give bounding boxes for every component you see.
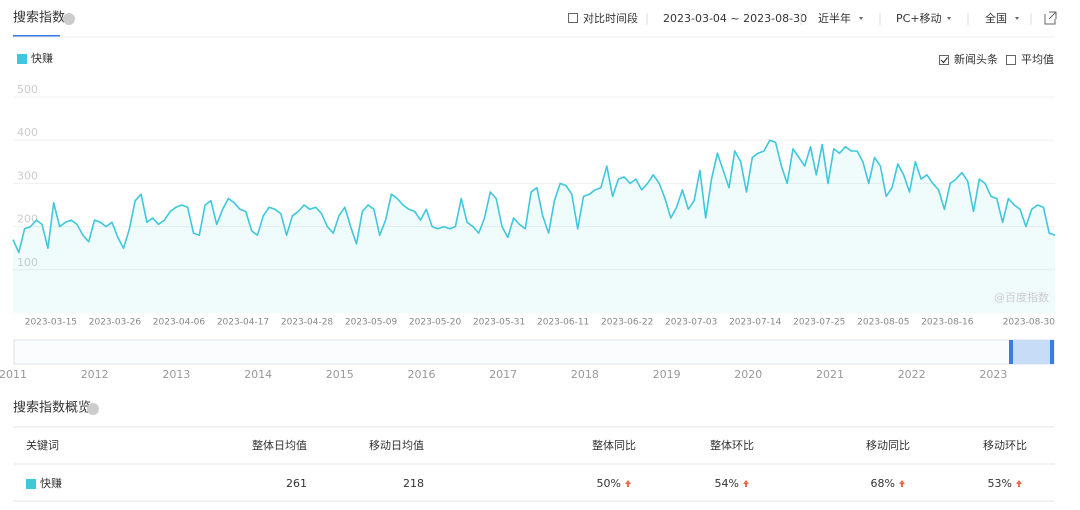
navigator-year: 2012 [81, 368, 109, 381]
x-tick-label: 2023-03-26 [89, 318, 142, 328]
y-tick-label: 500 [17, 83, 38, 96]
navigator-selection[interactable] [1011, 340, 1052, 364]
x-tick-label: 2023-08-30 [1003, 318, 1056, 328]
navigator-year: 2022 [898, 368, 926, 381]
column-header: 关键词 [26, 438, 59, 452]
x-tick-label: 2023-05-20 [409, 318, 462, 328]
up-arrow [899, 480, 905, 487]
help-icon[interactable] [87, 403, 99, 415]
x-tick-label: 2023-08-16 [921, 318, 974, 328]
x-tick-label: 2023-04-17 [217, 318, 269, 328]
column-header: 移动同比 [866, 439, 910, 452]
up-arrow [743, 480, 749, 487]
table-cell: 快赚 [40, 476, 62, 490]
column-header: 整体日均值 [252, 438, 307, 452]
navigator-year: 2013 [162, 368, 190, 381]
navigator-year: 2014 [244, 368, 272, 381]
legend-swatch [17, 54, 27, 64]
column-header: 整体环比 [710, 438, 754, 452]
area [13, 140, 1055, 313]
tab-underline [13, 35, 60, 37]
navigator-year: 2018 [571, 368, 599, 381]
column-header: 整体同比 [592, 438, 636, 452]
compare-toggle[interactable]: 对比时间段 [583, 11, 638, 25]
navigator[interactable] [13, 339, 1055, 365]
caret [947, 17, 951, 20]
x-tick-label: 2023-04-06 [153, 318, 206, 328]
check-mark [940, 57, 948, 64]
period-select[interactable]: 近半年 [818, 11, 851, 25]
caret [859, 17, 863, 20]
caret [1015, 17, 1019, 20]
checkbox[interactable] [1006, 55, 1016, 65]
navigator-year: 2020 [734, 368, 762, 381]
x-tick-label: 2023-06-11 [537, 318, 589, 328]
column-header: 移动环比 [983, 439, 1027, 452]
legend-swatch [26, 479, 36, 489]
y-tick-label: 100 [17, 256, 38, 269]
navigator-year: 2016 [408, 368, 436, 381]
checkbox[interactable] [939, 55, 949, 65]
section-title: 搜索指数概览 [13, 400, 91, 416]
x-tick-label: 2023-08-05 [857, 318, 909, 328]
x-tick-label: 2023-03-15 [25, 318, 77, 328]
table-cell: 54% [715, 477, 739, 490]
page-title: 搜索指数 [13, 11, 65, 26]
column-header: 移动日均值 [369, 439, 424, 452]
up-arrow [625, 480, 631, 487]
date-range[interactable]: 2023-03-04 ~ 2023-08-30 [663, 12, 807, 25]
x-tick-label: 2023-05-31 [473, 318, 525, 328]
x-tick-label: 2023-05-09 [345, 318, 398, 328]
navigator-year: 2015 [326, 368, 354, 381]
x-tick-label: 2023-07-03 [665, 318, 717, 328]
y-tick-label: 300 [17, 169, 38, 182]
option-label[interactable]: 平均值 [1021, 53, 1054, 66]
navigator-year: 2019 [653, 368, 681, 381]
navigator-year: 2017 [489, 368, 517, 381]
handle[interactable] [1050, 340, 1054, 364]
checkbox[interactable] [568, 13, 578, 23]
help-icon[interactable] [63, 13, 75, 25]
navigator-year: 2023 [979, 368, 1007, 381]
table-cell: 50% [597, 477, 621, 490]
y-tick-label: 400 [17, 126, 38, 139]
export-icon[interactable] [1044, 11, 1057, 25]
line [12, 139, 1056, 254]
watermark: @百度指数 [994, 290, 1049, 304]
region-select[interactable]: 全国 [985, 11, 1007, 25]
device-select[interactable]: PC+移动 [896, 12, 942, 25]
table-cell: 218 [403, 477, 424, 490]
table-cell: 53% [988, 477, 1012, 490]
table-cell: 68% [871, 477, 895, 490]
x-tick-label: 2023-07-14 [729, 318, 782, 328]
x-tick-label: 2023-04-28 [281, 318, 334, 328]
y-tick-label: 200 [17, 213, 38, 226]
navigator-year: 2011 [0, 368, 27, 381]
navigator-year: 2021 [816, 368, 844, 381]
handle[interactable] [1009, 340, 1013, 364]
x-tick-label: 2023-07-25 [793, 318, 845, 328]
legend-label: 快赚 [31, 51, 53, 65]
option-label[interactable]: 新闻头条 [954, 52, 998, 66]
table-cell: 261 [286, 477, 307, 490]
x-tick-label: 2023-06-22 [601, 318, 653, 328]
up-arrow [1016, 480, 1022, 487]
